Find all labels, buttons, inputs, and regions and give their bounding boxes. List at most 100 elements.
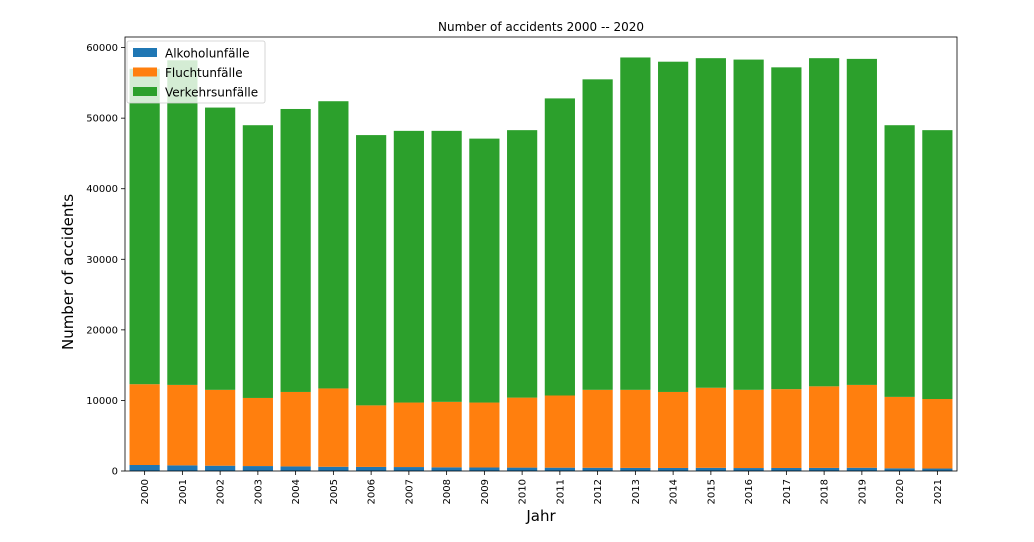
bar-verkehrsunfälle-2014 <box>658 61 689 392</box>
bar-verkehrsunfälle-2016 <box>733 59 764 390</box>
bar-fluchtunfälle-2015 <box>695 387 726 468</box>
bar-verkehrsunfälle-2019 <box>846 58 877 385</box>
x-axis-title: Jahr <box>525 507 556 525</box>
bar-fluchtunfälle-2010 <box>507 397 538 468</box>
x-tick-label: 2007 <box>404 479 415 504</box>
bar-fluchtunfälle-2002 <box>205 389 236 466</box>
bar-alkoholunfälle-2015 <box>695 467 726 471</box>
bar-verkehrsunfälle-2020 <box>884 125 915 397</box>
legend-label: Alkoholunfälle <box>165 47 250 61</box>
bar-fluchtunfälle-2001 <box>167 384 198 466</box>
bar-alkoholunfälle-2014 <box>658 467 689 471</box>
bar-fluchtunfälle-2017 <box>771 389 802 468</box>
bar-verkehrsunfälle-2003 <box>242 125 273 398</box>
legend-swatch <box>133 67 157 77</box>
bar-alkoholunfälle-2021 <box>922 468 953 471</box>
y-tick-label: 10000 <box>86 396 118 407</box>
chart-title: Number of accidents 2000 -- 2020 <box>438 20 644 34</box>
bar-alkoholunfälle-2012 <box>582 467 613 471</box>
bar-verkehrsunfälle-2009 <box>469 138 500 403</box>
x-tick-label: 2019 <box>857 479 868 504</box>
bar-verkehrsunfälle-2004 <box>280 108 311 392</box>
legend-swatch <box>133 87 157 96</box>
bar-verkehrsunfälle-2000 <box>129 68 160 385</box>
bar-alkoholunfälle-2017 <box>771 467 802 471</box>
y-tick-label: 30000 <box>86 255 118 266</box>
bar-verkehrsunfälle-2021 <box>922 130 953 400</box>
legend-box <box>126 40 266 104</box>
bar-alkoholunfälle-2009 <box>469 467 500 471</box>
bar-alkoholunfälle-2000 <box>129 465 160 471</box>
x-tick-label: 2005 <box>329 479 340 504</box>
bar-fluchtunfälle-2006 <box>356 405 387 467</box>
x-tick-label: 2003 <box>253 479 264 504</box>
bar-fluchtunfälle-2021 <box>922 399 953 469</box>
x-tick-label: 2014 <box>669 479 680 504</box>
y-tick-label: 60000 <box>86 43 118 54</box>
bar-fluchtunfälle-2000 <box>129 384 160 465</box>
bar-verkehrsunfälle-2010 <box>507 130 538 398</box>
x-tick-label: 2015 <box>706 479 717 504</box>
bar-fluchtunfälle-2008 <box>431 401 462 468</box>
plot-frame <box>124 36 958 472</box>
bar-fluchtunfälle-2005 <box>318 388 349 467</box>
y-tick-label: 20000 <box>86 325 118 336</box>
bar-alkoholunfälle-2005 <box>318 466 349 471</box>
bar-alkoholunfälle-2007 <box>393 467 424 471</box>
bar-alkoholunfälle-2002 <box>205 465 236 471</box>
bar-fluchtunfälle-2014 <box>658 391 689 468</box>
bar-fluchtunfälle-2013 <box>620 389 651 468</box>
bar-verkehrsunfälle-2015 <box>695 58 726 388</box>
bar-verkehrsunfälle-2008 <box>431 130 462 402</box>
bar-alkoholunfälle-2016 <box>733 468 764 471</box>
bar-verkehrsunfälle-2012 <box>582 79 613 390</box>
bar-fluchtunfälle-2020 <box>884 396 915 469</box>
x-tick-label: 2021 <box>933 479 944 504</box>
x-tick-label: 2012 <box>593 479 604 504</box>
bar-fluchtunfälle-2011 <box>544 395 575 468</box>
bar-fluchtunfälle-2004 <box>280 391 311 467</box>
bar-alkoholunfälle-2006 <box>356 466 387 471</box>
x-tick-label: 2011 <box>555 479 566 504</box>
x-tick-label: 2010 <box>518 479 529 504</box>
x-tick-label: 2016 <box>744 479 755 504</box>
bar-verkehrsunfälle-2013 <box>620 57 651 390</box>
x-tick-label: 2013 <box>631 479 642 504</box>
x-tick-label: 2009 <box>480 479 491 504</box>
bar-alkoholunfälle-2013 <box>620 467 651 471</box>
y-tick-label: 50000 <box>86 114 118 125</box>
bar-verkehrsunfälle-2011 <box>544 98 575 396</box>
bar-alkoholunfälle-2020 <box>884 468 915 471</box>
bar-verkehrsunfälle-2007 <box>393 130 424 403</box>
bar-verkehrsunfälle-2017 <box>771 67 802 390</box>
x-tick-label: 2020 <box>895 479 906 504</box>
x-tick-label: 2000 <box>140 479 151 504</box>
bar-fluchtunfälle-2018 <box>809 386 840 468</box>
x-tick-label: 2018 <box>820 479 831 504</box>
bar-fluchtunfälle-2009 <box>469 402 500 468</box>
legend: Alkoholunfälle Fluchtunfälle Verkehrsunfäl… <box>126 40 266 104</box>
y-axis-ticks: 0 10000 20000 30000 40000 50000 60000 <box>86 43 125 478</box>
bar-alkoholunfälle-2003 <box>242 466 273 471</box>
bar-alkoholunfälle-2001 <box>167 465 198 471</box>
bar-alkoholunfälle-2008 <box>431 467 462 471</box>
legend-label: Fluchtunfälle <box>165 66 243 80</box>
x-tick-label: 2006 <box>367 479 378 504</box>
bar-verkehrsunfälle-2002 <box>205 107 236 390</box>
bar-fluchtunfälle-2003 <box>242 397 273 467</box>
bar-verkehrsunfälle-2006 <box>356 135 387 406</box>
y-tick-label: 0 <box>112 467 118 478</box>
y-tick-label: 40000 <box>86 184 118 195</box>
bar-fluchtunfälle-2019 <box>846 384 877 468</box>
bars-group <box>129 57 953 471</box>
bar-verkehrsunfälle-2018 <box>809 58 840 387</box>
bar-alkoholunfälle-2010 <box>507 467 538 471</box>
legend-label: Verkehrsunfälle <box>165 86 258 100</box>
x-tick-label: 2004 <box>291 479 302 504</box>
legend-swatch <box>133 48 157 57</box>
bar-alkoholunfälle-2019 <box>846 467 877 471</box>
bar-fluchtunfälle-2007 <box>393 402 424 468</box>
bar-fluchtunfälle-2016 <box>733 389 764 469</box>
x-tick-label: 2008 <box>442 479 453 504</box>
